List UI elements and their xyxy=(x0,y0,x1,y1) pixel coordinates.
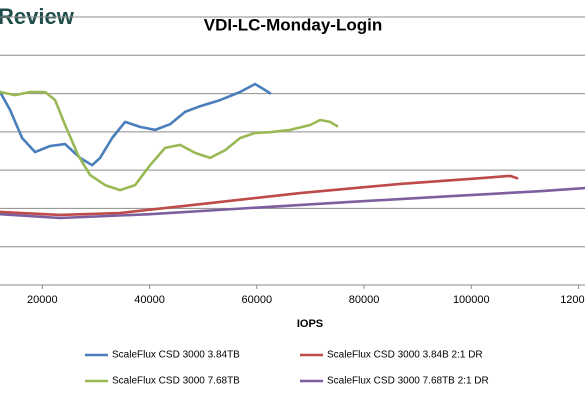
x-axis-label: IOPS xyxy=(297,318,323,330)
series-line xyxy=(0,186,585,220)
series-line xyxy=(0,82,272,167)
legend-label: ScaleFlux CSD 3000 7.68TB xyxy=(112,376,240,387)
brand: Review xyxy=(0,4,75,29)
chart-title: VDI-LC-Monday-Login xyxy=(204,15,382,34)
x-tick-label: 60000 xyxy=(242,294,273,306)
x-tick-label: 40000 xyxy=(134,294,165,306)
x-tick-label: 120000 xyxy=(560,294,585,306)
series-line xyxy=(0,90,339,192)
series-line xyxy=(0,174,519,217)
x-tick-label: 20000 xyxy=(27,294,58,306)
legend-label: ScaleFlux CSD 3000 7.68TB 2:1 DR xyxy=(327,376,489,387)
x-tick-label: 100000 xyxy=(453,294,490,306)
x-tick-label: 80000 xyxy=(349,294,380,306)
legend-label: ScaleFlux CSD 3000 3.84TB xyxy=(112,350,240,361)
legend-label: ScaleFlux CSD 3000 3.84B 2:1 DR xyxy=(327,350,483,361)
